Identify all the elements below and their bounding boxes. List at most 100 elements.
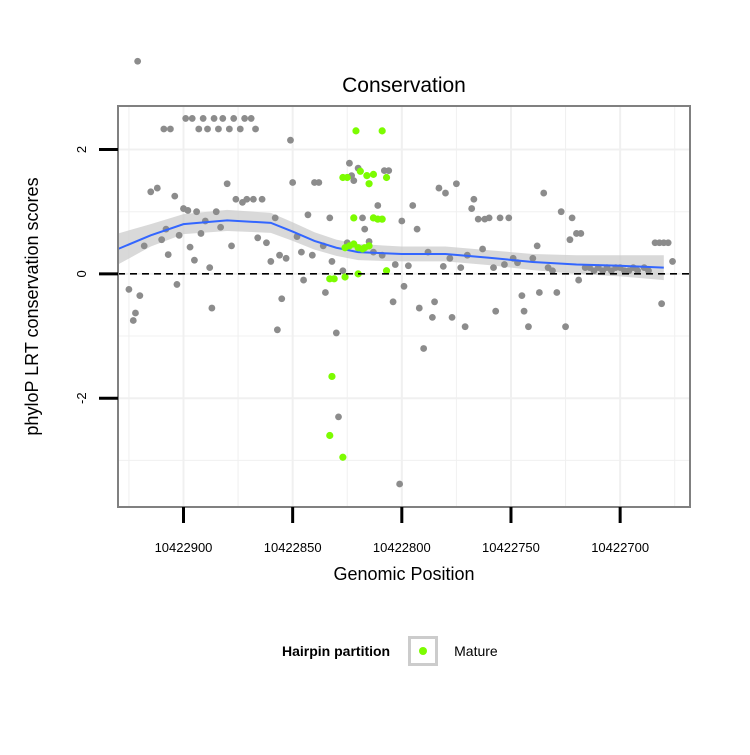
data-point-other [195,125,203,133]
data-point-other [171,192,179,200]
data-point-other [435,184,443,192]
data-point-other [225,125,233,133]
data-point-other [308,251,316,259]
data-point-other [304,211,312,219]
x-tick-label: 10422850 [264,540,322,555]
data-point-other [428,313,436,321]
data-point-other [166,125,174,133]
data-point-other [147,188,155,196]
data-point-other [188,115,196,122]
data-point-other [228,242,235,250]
data-point-other [212,208,220,216]
data-point-other [217,223,225,231]
data-point-other [232,195,240,203]
data-point-other [658,300,666,308]
legend-dot-icon [419,647,428,655]
data-point-other [247,115,255,122]
data-point-other [374,202,382,209]
data-point-other [359,214,366,222]
data-point-other [158,236,166,244]
plot-panel [118,106,690,507]
legend-label-mature: Mature [454,643,498,659]
data-point-mature [378,215,386,223]
data-point-other [457,264,465,272]
data-point-other [223,180,231,188]
data-point-mature [365,242,373,250]
data-point-other [300,276,307,284]
legend-key-mature [408,636,439,666]
data-point-other [160,125,168,133]
data-point-other [322,289,329,296]
data-point-other [230,115,238,122]
data-point-other [140,242,148,250]
data-point-other [273,326,281,334]
data-point-other [199,115,207,122]
data-point-other [134,57,142,65]
data-point-mature [328,372,336,381]
data-point-other [442,189,449,197]
data-point-other [197,230,205,237]
data-point-other [125,286,133,293]
data-point-mature [339,453,347,461]
data-point-other [562,323,569,331]
data-point-other [431,298,438,306]
data-point-other [535,289,543,296]
data-point-other [335,413,342,421]
data-point-other [540,189,548,197]
confidence-band [118,209,664,281]
x-tick-label: 10422900 [155,540,213,555]
data-point-other [439,263,447,270]
data-point-other [492,307,500,315]
data-point-other [219,115,227,122]
data-point-other [297,248,305,256]
data-point-other [413,225,421,233]
data-point-other [332,329,340,337]
data-point-other [501,261,508,268]
data-point-other [184,207,192,214]
data-point-other [328,258,336,265]
data-point-mature [365,180,373,188]
data-point-other [215,125,222,133]
data-point-other [263,239,270,247]
data-point-other [241,115,249,122]
data-point-other [525,323,532,331]
data-point-other [339,267,347,275]
y-tick-label: 2 [74,146,89,153]
data-point-other [474,215,482,223]
data-point-mature [330,275,338,283]
data-point-other [236,125,244,133]
data-point-other [132,309,139,317]
data-point-other [575,276,583,284]
data-point-other [409,202,417,209]
data-point-other [518,292,526,300]
data-point-other [252,125,259,133]
data-point-other [566,236,574,244]
plot-border [117,105,691,508]
data-point-other [553,289,561,296]
data-point-other [249,195,257,203]
data-point-mature [352,127,360,135]
data-point-other [254,234,262,242]
data-point-other [645,267,652,275]
data-point-other [276,251,283,259]
data-point-other [452,180,460,188]
data-point-other [448,313,456,321]
data-point-mature [356,167,364,175]
data-point-other [529,254,537,262]
data-point-mature [382,173,391,182]
data-point-mature [378,127,386,135]
data-point-other [468,205,476,212]
data-point-mature [341,273,349,281]
chart-title: Conservation [342,74,466,97]
data-point-other [186,243,194,251]
legend-title: Hairpin partition [282,643,391,659]
x-tick-label: 10422700 [591,540,649,555]
data-point-other [557,208,565,216]
data-point-other [396,480,404,488]
data-point-mature [326,431,334,440]
data-point-other [287,136,294,144]
data-point-other [420,345,428,352]
data-point-other [461,323,469,331]
data-point-other [398,217,406,225]
